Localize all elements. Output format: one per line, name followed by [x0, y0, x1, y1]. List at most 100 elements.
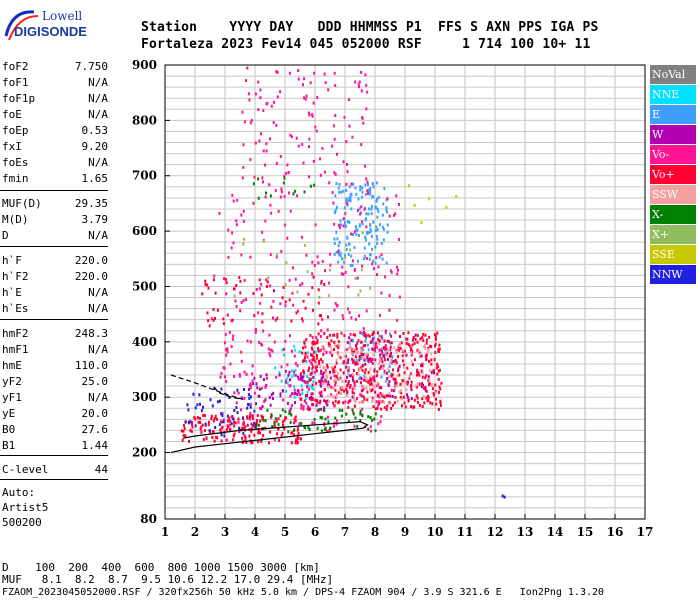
- echo-point: [294, 391, 297, 395]
- echo-point: [390, 372, 393, 376]
- echo-point: [276, 432, 278, 436]
- echo-point: [379, 356, 382, 360]
- echo-point: [396, 374, 399, 378]
- echo-point: [257, 423, 260, 427]
- echo-point: [302, 346, 304, 350]
- echo-point: [364, 183, 367, 187]
- param-value: 7.750: [74, 60, 108, 73]
- echo-point: [244, 437, 247, 441]
- echo-point: [212, 318, 215, 322]
- echo-point: [314, 350, 317, 354]
- echo-point: [432, 368, 435, 372]
- echo-point: [328, 181, 331, 185]
- echo-point: [220, 371, 223, 375]
- echo-point: [320, 394, 323, 398]
- echo-point: [316, 338, 319, 342]
- echo-point: [268, 183, 271, 187]
- echo-point: [234, 421, 237, 425]
- echo-point: [325, 374, 328, 378]
- echo-point: [377, 422, 380, 426]
- echo-point: [212, 278, 215, 282]
- echo-point: [375, 181, 378, 185]
- echo-point: [380, 291, 383, 295]
- echo-point: [327, 315, 329, 319]
- echo-point: [310, 361, 313, 365]
- echo-point: [353, 394, 355, 397]
- echo-point: [350, 207, 353, 211]
- echo-point: [256, 414, 259, 417]
- echo-point: [257, 196, 260, 200]
- echo-point: [418, 382, 421, 386]
- echo-point: [326, 376, 329, 380]
- echo-point: [420, 364, 422, 368]
- echo-point: [200, 425, 203, 429]
- echo-point: [262, 149, 265, 153]
- echo-point: [311, 392, 314, 396]
- echo-point: [281, 431, 284, 435]
- echo-point: [377, 210, 380, 213]
- echo-point: [417, 348, 420, 352]
- echo-point: [342, 224, 345, 228]
- echo-point: [376, 394, 379, 398]
- echo-point: [351, 378, 354, 382]
- autoscale-code: 500200: [2, 516, 42, 529]
- param-name: h`F2: [2, 270, 29, 283]
- echo-point: [302, 299, 305, 303]
- param-row: yE 20.0: [2, 407, 108, 421]
- echo-point: [311, 260, 314, 264]
- echo-point: [328, 383, 331, 387]
- echo-point: [264, 385, 267, 389]
- y-tick-label: 800: [132, 113, 157, 127]
- param-row: fxI 9.20: [2, 140, 108, 154]
- echo-point: [313, 421, 316, 425]
- echo-point: [312, 376, 315, 379]
- echo-point: [354, 400, 357, 404]
- echo-point: [434, 383, 437, 387]
- echo-point: [305, 253, 308, 257]
- echo-point: [233, 391, 236, 395]
- echo-point: [310, 398, 313, 402]
- echo-point: [383, 395, 386, 399]
- echo-point: [339, 368, 342, 372]
- echo-point: [334, 114, 337, 117]
- echo-point: [322, 352, 325, 356]
- echo-point: [333, 374, 336, 378]
- echo-point: [190, 430, 193, 433]
- echo-point: [369, 187, 372, 191]
- echo-point: [334, 378, 337, 382]
- echo-point: [371, 195, 374, 199]
- echo-point: [351, 259, 354, 263]
- echo-point: [370, 234, 373, 238]
- echo-point: [275, 70, 278, 74]
- echo-point: [333, 237, 336, 241]
- echo-point: [364, 332, 367, 336]
- echo-point: [325, 351, 328, 354]
- echo-point: [420, 354, 423, 358]
- echo-point: [392, 403, 394, 407]
- echo-point: [358, 401, 361, 404]
- echo-point: [388, 214, 391, 218]
- echo-point: [404, 352, 406, 356]
- echo-point: [282, 285, 285, 289]
- echo-point: [414, 384, 417, 388]
- echo-point: [355, 359, 358, 363]
- echo-point: [231, 318, 234, 322]
- echo-point: [301, 392, 304, 396]
- echo-point: [246, 406, 249, 410]
- echo-point: [279, 414, 282, 418]
- echo-point: [413, 341, 416, 345]
- echo-point: [421, 336, 424, 340]
- echo-point: [345, 182, 348, 186]
- echo-point: [336, 335, 339, 339]
- echo-point: [284, 300, 287, 304]
- echo-point: [284, 283, 287, 287]
- echo-point: [316, 341, 319, 345]
- echo-point: [407, 331, 410, 335]
- echo-point: [394, 330, 397, 334]
- echo-point: [326, 430, 329, 433]
- echo-point: [232, 434, 235, 438]
- echo-point: [273, 289, 275, 293]
- echo-point: [394, 396, 397, 399]
- echo-point: [336, 237, 339, 241]
- echo-point: [438, 347, 441, 351]
